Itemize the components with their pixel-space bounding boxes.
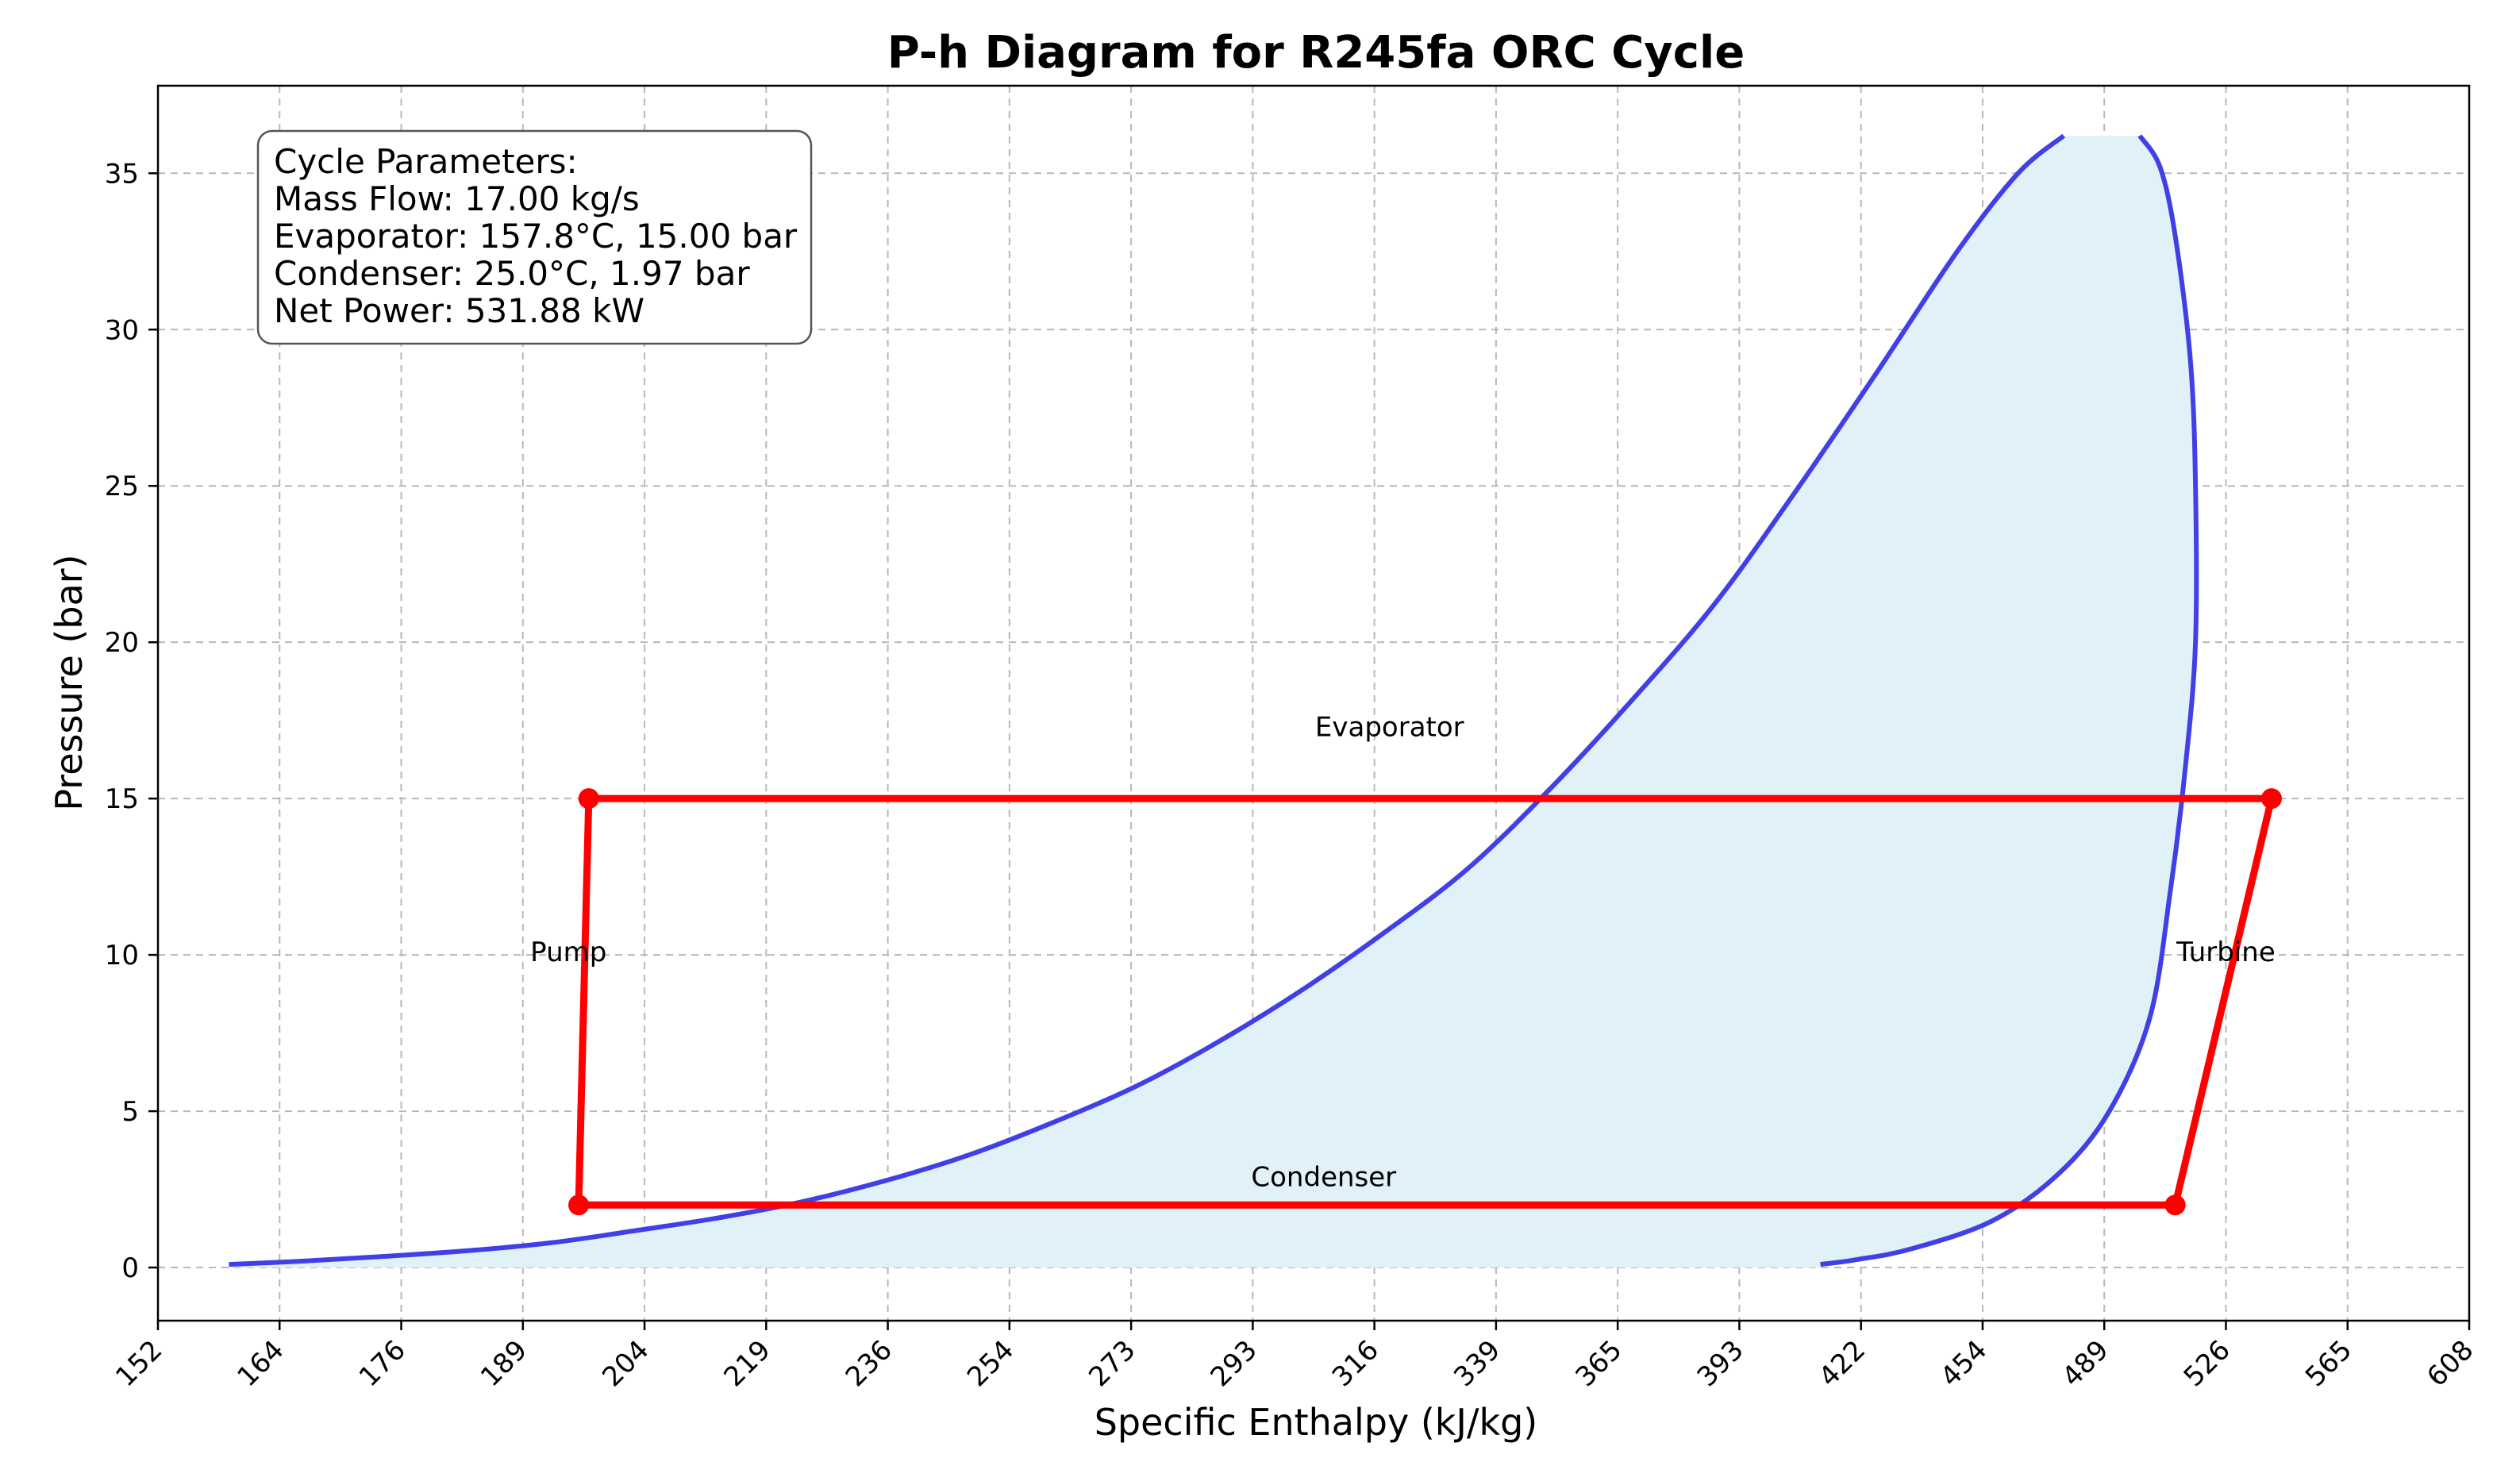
annotation-turbine: Turbine — [2176, 937, 2276, 968]
y-tick-label: 5 — [121, 1096, 139, 1128]
info-box: Cycle Parameters: Mass Flow: 17.00 kg/s … — [256, 129, 813, 345]
info-line-condenser: Condenser: 25.0°C, 1.97 bar — [274, 254, 750, 293]
info-line-header: Cycle Parameters: — [274, 142, 578, 181]
state-point-4 — [2164, 1194, 2186, 1216]
cycle-layer — [568, 788, 2282, 1216]
two-phase-dome-fill — [229, 136, 2197, 1268]
turbine-line — [2172, 794, 2276, 1209]
y-tick-label: 10 — [105, 940, 139, 971]
x-axis-label: Specific Enthalpy (kJ/kg) — [1095, 1401, 1538, 1444]
state-point-2 — [578, 788, 599, 810]
info-line-evaporator: Evaporator: 157.8°C, 15.00 bar — [274, 217, 798, 256]
y-tick-label: 25 — [105, 471, 139, 502]
y-tick-label: 35 — [105, 158, 139, 190]
saturation-curve-layer — [229, 133, 2199, 1268]
info-line-mass-flow: Mass Flow: 17.00 kg/s — [274, 179, 640, 218]
annotation-condenser: Condenser — [1251, 1162, 1396, 1194]
info-line-net-power: Net Power: 531.88 kW — [274, 291, 644, 330]
y-tick-label: 0 — [121, 1252, 139, 1284]
saturated-liquid-line — [229, 133, 2066, 1268]
y-axis-label: Pressure (bar) — [48, 554, 90, 810]
chart-title: P-h Diagram for R245fa ORC Cycle — [887, 27, 1745, 79]
plot-frame — [156, 84, 2471, 1322]
y-tick-label: 15 — [105, 783, 139, 815]
annotation-pump: Pump — [530, 937, 606, 968]
saturated-vapor-line — [1820, 134, 2199, 1268]
y-tick-label: 20 — [105, 627, 139, 659]
annotation-evaporator: Evaporator — [1315, 711, 1464, 743]
pump-line — [575, 794, 593, 1209]
dome-fill-layer — [229, 136, 2197, 1268]
state-point-1 — [568, 1194, 590, 1216]
y-tick-label: 30 — [105, 314, 139, 346]
info-box-frame — [256, 129, 813, 345]
annotation-layer: Pump Evaporator Turbine Condenser — [530, 711, 2276, 1193]
state-point-3 — [2260, 788, 2282, 810]
